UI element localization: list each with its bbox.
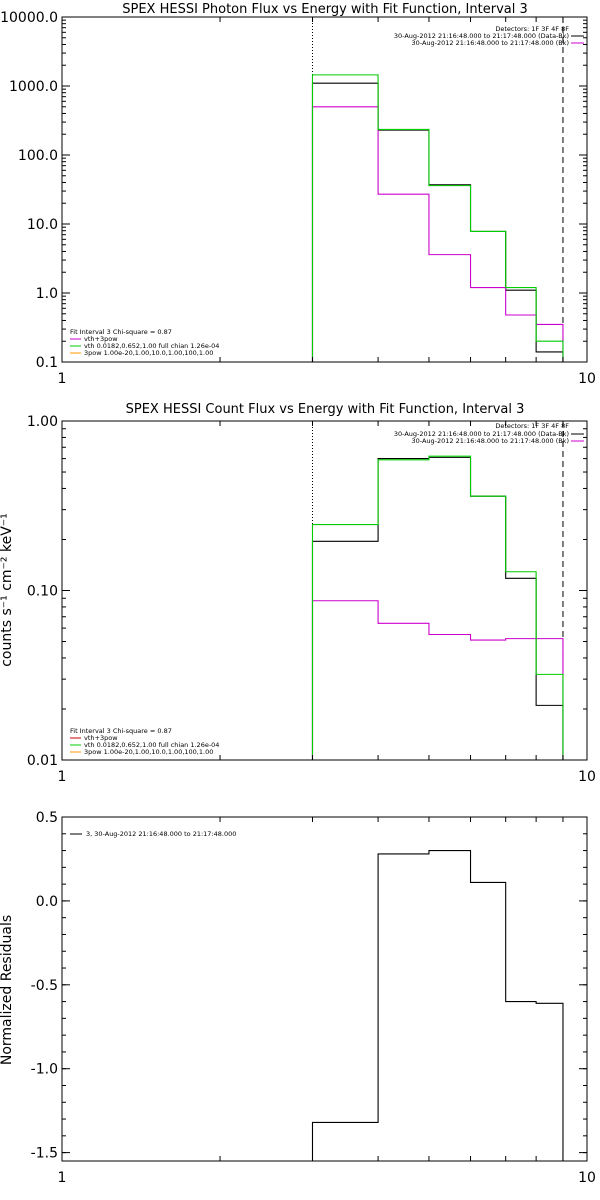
residuals-xtick-label: 1 xyxy=(58,1170,67,1186)
residuals-ytick-label: -1.0 xyxy=(31,1062,58,1078)
count-ytick-label: 0.10 xyxy=(27,584,58,600)
count-ytick-label: 0.01 xyxy=(27,753,58,769)
count-legend-fit-interval: Fit Interval 3 Chi-square = 0.87 xyxy=(70,727,172,735)
photon-info-detectors: Detectors: 1F 3F 4F 8F xyxy=(495,25,569,33)
residuals-y-axis-label: Normalized Residuals xyxy=(0,915,15,1065)
count-legend-vth3pow: vth+3pow xyxy=(84,734,118,742)
photon-chart-title: SPEX HESSI Photon Flux vs Energy with Fi… xyxy=(122,2,528,17)
residuals-panel: -1.5 -1.0 -0.5 0.0 0.5 1 10 Normalized Residua… xyxy=(0,810,596,1186)
photon-plot-frame xyxy=(61,16,588,363)
count-legend-vth: vth 0.0182,0.652,1.00 full chian 1.26e-0… xyxy=(84,741,219,749)
count-ytick-label: 1.00 xyxy=(27,414,58,430)
count-chart-title: SPEX HESSI Count Flux vs Energy with Fit… xyxy=(126,402,525,417)
count-info-box: Detectors: 1F 3F 4F 8F 30-Aug-2012 21:16… xyxy=(394,422,584,445)
photon-legend-vth: vth 0.0182,0.652,1.00 full chian 1.26e-0… xyxy=(84,342,219,350)
photon-xtick-label: 1 xyxy=(58,371,67,387)
residuals-plot-frame xyxy=(61,816,588,1162)
residuals-ytick-label: -0.5 xyxy=(31,978,58,994)
photon-series-2-vth-0-0182-0-652-1-00-fu xyxy=(311,74,564,362)
photon-legend-fit-interval: Fit Interval 3 Chi-square = 0.87 xyxy=(70,328,172,336)
photon-ytick-label: 100.0 xyxy=(18,148,58,164)
count-xtick-label: 1 xyxy=(58,769,67,785)
photon-info-box: Detectors: 1F 3F 4F 8F 30-Aug-2012 21:16… xyxy=(394,25,584,47)
residuals-chart-marks xyxy=(311,850,564,1161)
photon-xtick-label: 10 xyxy=(578,371,596,387)
photon-legend-vth3pow: vth+3pow xyxy=(84,335,118,343)
count-chart-marks xyxy=(311,421,564,760)
photon-info-bk: 30-Aug-2012 21:16:48.000 to 21:17:48.000… xyxy=(412,39,569,47)
residuals-ytick-label: 0.0 xyxy=(36,894,58,910)
photon-series-1-vth-3pow xyxy=(311,106,564,362)
count-series-1-vth-3pow xyxy=(311,600,564,760)
residuals-series-0-3-30-aug-2012-21-16-48-0 xyxy=(311,850,564,1161)
count-info-detectors: Detectors: 1F 3F 4F 8F xyxy=(495,422,569,430)
count-series-2-vth-0-0182-0-652-1-00-fu xyxy=(311,455,564,760)
residuals-legend: 3, 30-Aug-2012 21:16:48.000 to 21:17:48.… xyxy=(70,830,236,838)
photon-chart-marks xyxy=(311,17,564,362)
count-info-data-bk: 30-Aug-2012 21:16:48.000 to 21:17:48.000… xyxy=(394,430,569,438)
photon-ytick-label: 0.1 xyxy=(36,355,58,371)
photon-info-data-bk: 30-Aug-2012 21:16:48.000 to 21:17:48.000… xyxy=(394,32,569,40)
count-plot-frame xyxy=(61,420,588,761)
count-legend: Fit Interval 3 Chi-square = 0.87 vth+3po… xyxy=(70,727,219,756)
count-chart-ticks: 0.01 0.10 1.00 1 10 xyxy=(27,414,596,785)
photon-chart-ticks: 0.1 1.0 10.0 100.0 1000.0 10000.0 1 10 xyxy=(0,10,596,387)
count-y-axis-label: counts s⁻¹ cm⁻² keV⁻¹ xyxy=(0,513,15,667)
count-flux-panel: SPEX HESSI Count Flux vs Energy with Fit… xyxy=(0,402,596,785)
photon-legend: Fit Interval 3 Chi-square = 0.87 vth+3po… xyxy=(70,328,219,357)
count-legend-3pow: 3pow 1.00e-20,1.00,10.0,1.00,100,1.00 xyxy=(84,748,213,756)
count-series-0-data xyxy=(311,456,564,760)
count-info-bk: 30-Aug-2012 21:16:48.000 to 21:17:48.000… xyxy=(412,437,569,445)
count-xtick-label: 10 xyxy=(578,769,596,785)
photon-ytick-label: 1.0 xyxy=(36,286,58,302)
photon-legend-3pow: 3pow 1.00e-20,1.00,10.0,1.00,100,1.00 xyxy=(84,349,213,357)
photon-ytick-label: 10.0 xyxy=(27,217,58,233)
photon-ytick-label: 1000.0 xyxy=(9,79,58,95)
photon-series-0-data xyxy=(311,82,564,362)
residuals-ytick-label: 0.5 xyxy=(36,810,58,826)
photon-flux-panel: SPEX HESSI Photon Flux vs Energy with Fi… xyxy=(0,2,596,387)
residuals-chart-ticks: -1.5 -1.0 -0.5 0.0 0.5 1 10 xyxy=(31,810,596,1186)
photon-ytick-label: 10000.0 xyxy=(0,10,58,26)
residuals-xtick-label: 10 xyxy=(578,1170,596,1186)
residuals-legend-label: 3, 30-Aug-2012 21:16:48.000 to 21:17:48.… xyxy=(86,830,236,838)
residuals-ytick-label: -1.5 xyxy=(31,1146,58,1162)
